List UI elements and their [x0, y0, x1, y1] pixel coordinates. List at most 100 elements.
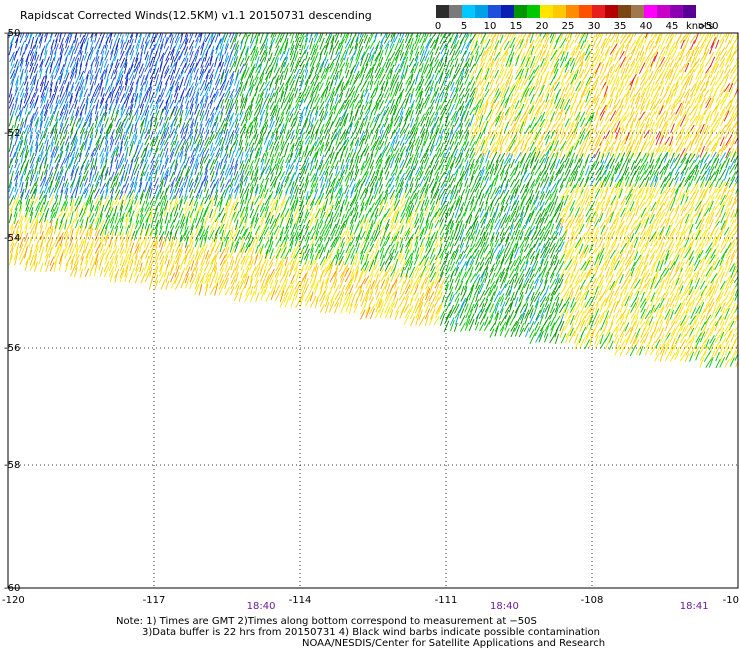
wind-barb: [674, 166, 680, 176]
wind-barb: [719, 168, 726, 181]
wind-barb: [129, 34, 134, 44]
wind-barb: [494, 139, 501, 152]
wind-barb: [340, 213, 345, 224]
wind-barb: [690, 46, 696, 55]
wind-barb: [393, 103, 399, 116]
wind-barb: [223, 188, 228, 199]
wind-barb: [124, 198, 131, 211]
wind-barb: [549, 92, 556, 104]
wind-barb: [514, 213, 520, 223]
wind-barb: [44, 80, 50, 91]
wind-barb: [74, 186, 79, 199]
wind-barb: [243, 81, 248, 91]
wind-barb: [639, 164, 645, 175]
wind-barb: [404, 169, 411, 181]
wind-barb: [485, 109, 493, 121]
wind-barb: [404, 44, 410, 56]
wind-barb: [378, 57, 384, 67]
wind-barb: [75, 219, 79, 229]
wind-barb: [404, 183, 409, 194]
wind-barb: [379, 213, 386, 225]
wind-barb: [688, 223, 694, 235]
wind-barb: [399, 82, 403, 92]
wind-barb: [89, 70, 94, 80]
wind-barb: [179, 90, 185, 103]
wind-barb: [454, 50, 461, 61]
wind-barb: [635, 120, 641, 133]
wind-barb: [154, 212, 159, 223]
wind-barb: [78, 208, 84, 217]
wind-barb: [178, 50, 184, 61]
wind-barb: [424, 43, 430, 56]
wind-barb: [618, 124, 625, 133]
wind-barb: [530, 165, 536, 175]
wind-barb: [369, 219, 374, 230]
wind-barb: [660, 33, 663, 37]
wind-barb: [729, 196, 734, 206]
wind-barb: [248, 150, 253, 163]
wind-barb: [630, 146, 637, 158]
wind-barb: [29, 45, 35, 56]
wind-barb: [105, 206, 111, 218]
wind-barb: [293, 116, 298, 127]
wind-barb: [700, 151, 708, 163]
wind-barb: [655, 110, 661, 121]
wind-barb: [479, 152, 485, 164]
wind-barb: [459, 33, 467, 45]
wind-barb: [79, 97, 86, 110]
wind-barb: [39, 48, 44, 61]
wind-barb: [674, 57, 681, 68]
wind-barb: [519, 90, 526, 103]
wind-barb: [39, 104, 46, 116]
wind-barb: [343, 136, 349, 146]
wind-barb: [244, 118, 248, 129]
wind-barb: [730, 77, 736, 86]
wind-barb: [434, 176, 440, 188]
wind-barb: [708, 211, 715, 224]
wind-barb: [34, 37, 39, 49]
wind-barb: [534, 109, 540, 121]
wind-barb: [685, 208, 692, 217]
wind-barb: [694, 96, 702, 109]
wind-barb: [29, 55, 35, 67]
wind-barb: [299, 169, 306, 181]
wind-barb: [649, 81, 655, 92]
wind-barb: [14, 33, 21, 44]
wind-barb: [199, 172, 203, 182]
wind-barb: [544, 82, 550, 92]
wind-barb: [205, 69, 210, 80]
wind-barb: [290, 40, 295, 50]
wind-barb: [64, 219, 68, 230]
wind-barb: [99, 157, 105, 169]
wind-barb: [165, 50, 171, 62]
wind-barb: [285, 211, 291, 223]
wind-barb: [604, 141, 610, 152]
wind-barb: [70, 40, 75, 50]
wind-barb: [548, 147, 556, 158]
wind-barb: [414, 152, 419, 164]
wind-barb: [99, 127, 104, 140]
wind-barb: [539, 153, 546, 164]
wind-barb: [378, 205, 384, 217]
wind-barb: [718, 33, 726, 44]
wind-barb: [424, 86, 431, 97]
wind-barb: [589, 42, 596, 55]
wind-barb: [449, 33, 454, 43]
wind-barb: [635, 188, 642, 200]
wind-barb: [694, 205, 702, 217]
wind-barb: [644, 75, 650, 86]
wind-barb: [545, 189, 551, 199]
wind-barb: [269, 60, 277, 73]
wind-barb: [385, 154, 391, 164]
wind-barb: [444, 133, 450, 145]
wind-barb: [249, 166, 254, 176]
wind-barb: [659, 94, 666, 104]
wind-barb: [234, 133, 239, 146]
wind-barb: [564, 88, 571, 98]
wind-barb: [174, 33, 178, 39]
wind-barb: [258, 218, 265, 230]
wind-barb: [169, 76, 175, 86]
wind-barb: [578, 223, 585, 235]
wind-barb: [109, 225, 115, 236]
wind-barb: [644, 51, 652, 62]
